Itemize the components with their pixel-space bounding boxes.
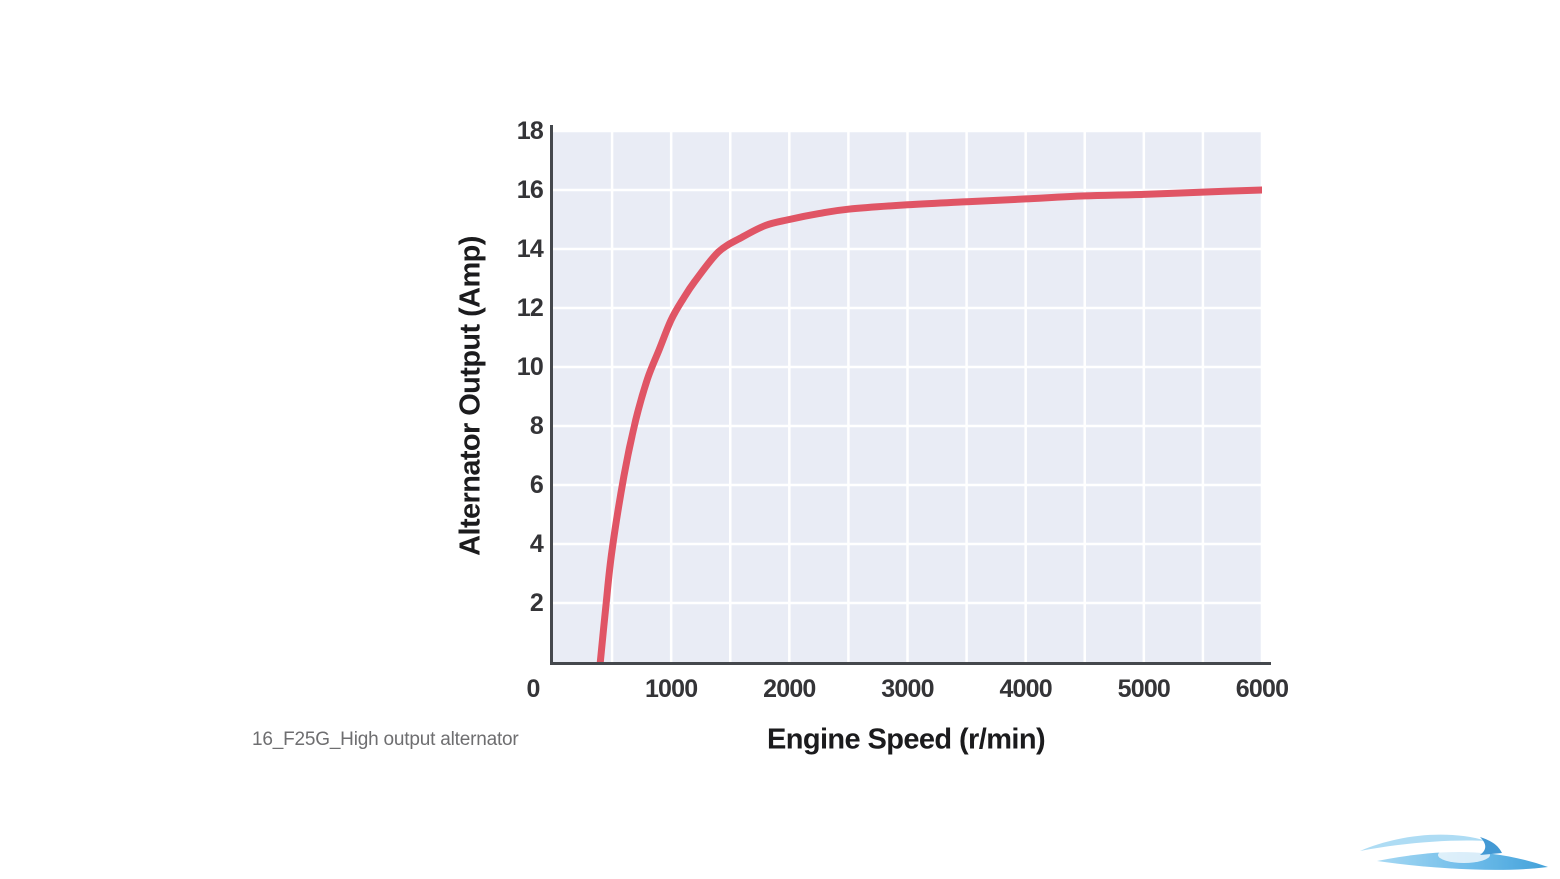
x-tick-label: 4000 (999, 675, 1052, 703)
figure-caption: 16_F25G_High output alternator (252, 729, 519, 750)
x-tick-label: 1000 (644, 675, 698, 703)
alternator-output-curve (596, 186, 1262, 662)
watermark-logo (1360, 834, 1548, 870)
y-tick-label: 10 (516, 353, 544, 381)
x-tick-label: 5000 (1117, 675, 1171, 703)
wave-highlight (1438, 847, 1490, 863)
x-tick-label: 0 (526, 675, 540, 703)
x-tick-label: 3000 (881, 675, 934, 703)
plot-area (553, 131, 1262, 662)
plot-svg (553, 131, 1262, 662)
x-tick-label: 2000 (763, 675, 816, 703)
x-axis-line (550, 662, 1271, 665)
y-tick-label: 16 (516, 176, 544, 204)
y-axis-title: Alternator Output (Amp) (454, 236, 487, 556)
y-tick-label: 2 (529, 589, 544, 617)
gridlines (553, 131, 1262, 662)
x-tick-label: 6000 (1235, 675, 1289, 703)
y-tick-label: 4 (529, 530, 544, 558)
y-tick-label: 8 (529, 412, 544, 440)
y-tick-label: 12 (516, 294, 544, 322)
wave-top-path (1360, 834, 1487, 851)
y-tick-label: 6 (529, 471, 544, 499)
x-axis-title: Engine Speed (r/min) (766, 723, 1046, 756)
sail-icon (1480, 837, 1502, 855)
y-axis-line (550, 125, 553, 665)
y-tick-label: 14 (516, 235, 544, 263)
y-tick-label: 18 (516, 117, 544, 145)
